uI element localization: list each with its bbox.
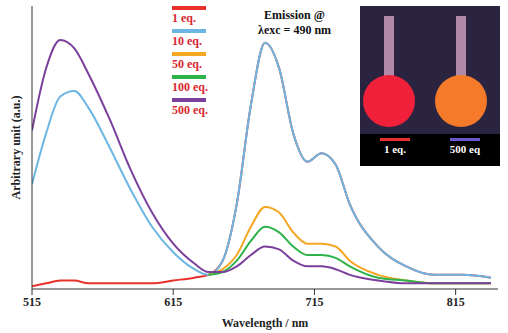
html-text:100 eq.: 100 eq.	[172, 80, 208, 94]
html-text:50 eq.: 50 eq.	[172, 57, 202, 71]
html-text:10 eq.: 10 eq.	[172, 34, 202, 48]
svg-text:515: 515	[23, 295, 41, 309]
html-text:1 eq.: 1 eq.	[383, 143, 406, 155]
svg-text:Arbitrary unit (a.u.): Arbitrary unit (a.u.)	[9, 96, 23, 200]
html-text:Emission @: Emission @	[264, 8, 325, 22]
svg-text:615: 615	[164, 295, 182, 309]
svg-text:Wavelength / nm: Wavelength / nm	[222, 316, 309, 330]
svg-text:715: 715	[305, 295, 323, 309]
html-text:1 eq.: 1 eq.	[172, 11, 196, 25]
html-text:500 eq.: 500 eq.	[172, 103, 208, 117]
html-text:λexc = 490 nm: λexc = 490 nm	[258, 23, 332, 37]
html-text:500 eq: 500 eq	[449, 143, 481, 155]
svg-text:815: 815	[447, 295, 465, 309]
